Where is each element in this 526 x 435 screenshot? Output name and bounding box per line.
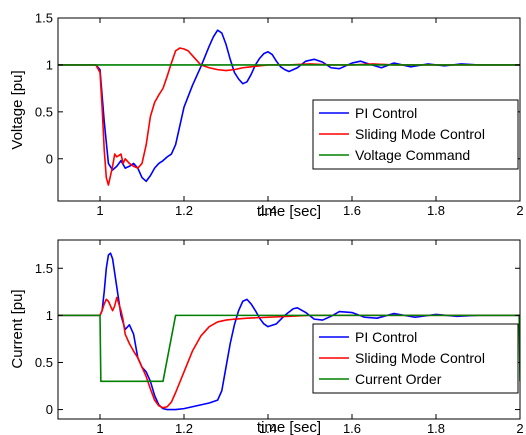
voltage-xtick-label: 1.6 [343,203,361,218]
current-xtick-label: 1.6 [343,421,361,435]
voltage-legend-label-voltage-command: Voltage Command [355,147,470,163]
voltage-axes-box [57,17,521,202]
voltage-legend-label-sliding-mode-control: Sliding Mode Control [355,126,485,142]
current-legend-label-pi-control: PI Control [355,329,417,345]
current-xtick-label: 2 [516,421,523,435]
voltage-xlabel: time [sec] [257,203,321,220]
current-axes-box [57,239,521,420]
voltage-subplot: 1 1.2 1.4 1.6 1.8 2 0 0.5 1 1.5 time [sec] Voltag… [9,11,524,221]
current-series-current-order [58,314,520,383]
current-xtick-label: 1.4 [259,421,277,435]
voltage-ytick-label: 1.5 [35,11,53,26]
current-legend-label-current-order: Current Order [355,371,442,387]
voltage-xtick-label: 2 [516,203,523,218]
voltage-ylabel: Voltage [pu] [9,70,26,149]
current-plot-lines [58,252,520,411]
voltage-ytick-label: 1 [46,57,53,72]
current-ticks: 1 1.2 1.4 1.6 1.8 2 0 0.5 1 1.5 [35,240,524,435]
current-ytick-label: 0.5 [35,355,53,370]
current-subplot: 1 1.2 1.4 1.6 1.8 2 0 0.5 1 1.5 time [sec] Curren… [9,239,524,435]
voltage-plot-lines [58,29,520,186]
voltage-xtick-label: 1.8 [427,203,445,218]
voltage-ticks: 1 1.2 1.4 1.6 1.8 2 0 0.5 1 1.5 [35,11,524,219]
voltage-ytick-label: 0 [46,151,53,166]
current-xtick-label: 1.8 [427,421,445,435]
current-ylabel: Current [pu] [9,289,26,368]
current-ytick-label: 1 [46,308,53,323]
voltage-ytick-label: 0.5 [35,104,53,119]
voltage-xtick-label: 1.4 [259,203,277,218]
current-series-sliding-mode-control [58,296,520,409]
current-xtick-label: 1.2 [175,421,193,435]
current-xlabel: time [sec] [257,419,321,435]
current-legend: PI Control Sliding Mode Control Current Or… [312,323,519,394]
current-legend-label-sliding-mode-control: Sliding Mode Control [355,350,485,366]
current-ytick-label: 0 [46,402,53,417]
voltage-legend-label-pi-control: PI Control [355,105,417,121]
voltage-xtick-label: 1.2 [175,203,193,218]
current-xtick-label: 1 [96,421,103,435]
voltage-legend: PI Control Sliding Mode Control Voltage Co… [312,99,519,170]
voltage-xtick-label: 1 [96,203,103,218]
current-ytick-label: 1.5 [35,261,53,276]
